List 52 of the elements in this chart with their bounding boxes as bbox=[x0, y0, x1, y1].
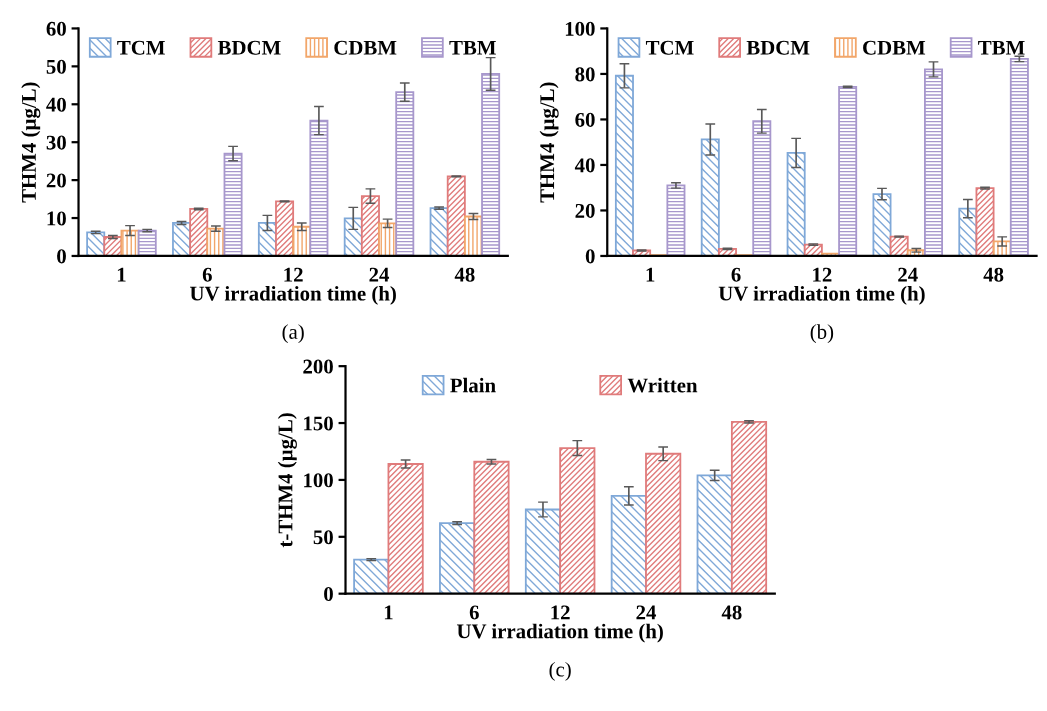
x-tick-label: 1 bbox=[646, 267, 655, 282]
y-tick-label: 20 bbox=[575, 203, 595, 218]
x-axis-title: UV irradiation time (h) bbox=[718, 285, 925, 305]
x-tick-label: 24 bbox=[369, 267, 390, 282]
legend-label: TBM bbox=[449, 40, 496, 55]
legend-label: BDCM bbox=[217, 40, 281, 55]
y-tick-label: 60 bbox=[575, 112, 595, 127]
y-tick-label: 50 bbox=[46, 59, 66, 74]
x-tick-label: 48 bbox=[983, 267, 1004, 282]
y-tick-label: 100 bbox=[565, 21, 595, 36]
x-axis-title: UV irradiation time (h) bbox=[190, 285, 396, 305]
y-tick-label: 40 bbox=[574, 158, 595, 173]
x-tick-label: 1 bbox=[117, 267, 126, 282]
y-tick-label: 200 bbox=[303, 359, 333, 374]
y-tick-label: 30 bbox=[46, 135, 66, 150]
x-axis-title: UV irradiation time (h) bbox=[456, 623, 663, 643]
y-tick-label: 0 bbox=[57, 249, 66, 264]
x-tick-label: 12 bbox=[813, 267, 832, 282]
legend-label: CDBM bbox=[334, 40, 397, 55]
y-tick-label: 100 bbox=[304, 473, 333, 488]
x-tick-label: 6 bbox=[469, 605, 479, 620]
legend-label: CDBM bbox=[863, 40, 926, 55]
y-tick-label: 50 bbox=[313, 530, 333, 545]
x-tick-label: 6 bbox=[731, 267, 741, 282]
series-label: TCM bbox=[645, 40, 694, 55]
y-axis-title: THM4 (µg/L) bbox=[539, 82, 559, 203]
x-tick-label: 12 bbox=[551, 605, 570, 620]
y-tick-label: 10 bbox=[47, 211, 66, 226]
x-tick-label: 1 bbox=[384, 605, 393, 620]
legend-label: BDCM bbox=[746, 40, 810, 55]
x-tick-label: 24 bbox=[636, 605, 657, 620]
y-tick-label: 0 bbox=[585, 249, 595, 264]
y-tick-label: 150 bbox=[304, 416, 333, 431]
x-tick-label: 48 bbox=[721, 605, 742, 620]
legend-label: TBM bbox=[978, 40, 1025, 55]
legend-label: TCM bbox=[117, 40, 165, 55]
x-tick-label: 24 bbox=[898, 267, 918, 282]
legend-label: Written bbox=[627, 377, 698, 393]
y-tick-label: 20 bbox=[46, 173, 66, 188]
y-tick-label: 60 bbox=[46, 21, 66, 36]
x-tick-label: 48 bbox=[454, 267, 475, 282]
y-axis-title: THM4 (µg/L) bbox=[21, 82, 41, 203]
legend-label: Plain bbox=[450, 377, 496, 393]
y-axis-title: t-THM4 (µg/L) bbox=[277, 413, 297, 548]
text: (a) bbox=[282, 324, 304, 344]
text: (b) bbox=[810, 324, 834, 344]
x-tick-label: 6 bbox=[202, 267, 212, 282]
y-tick-label: 0 bbox=[324, 587, 333, 602]
text: (c) bbox=[549, 661, 571, 681]
y-tick-label: 40 bbox=[46, 97, 66, 112]
y-tick-label: 80 bbox=[575, 67, 595, 82]
x-tick-label: 12 bbox=[284, 267, 303, 282]
